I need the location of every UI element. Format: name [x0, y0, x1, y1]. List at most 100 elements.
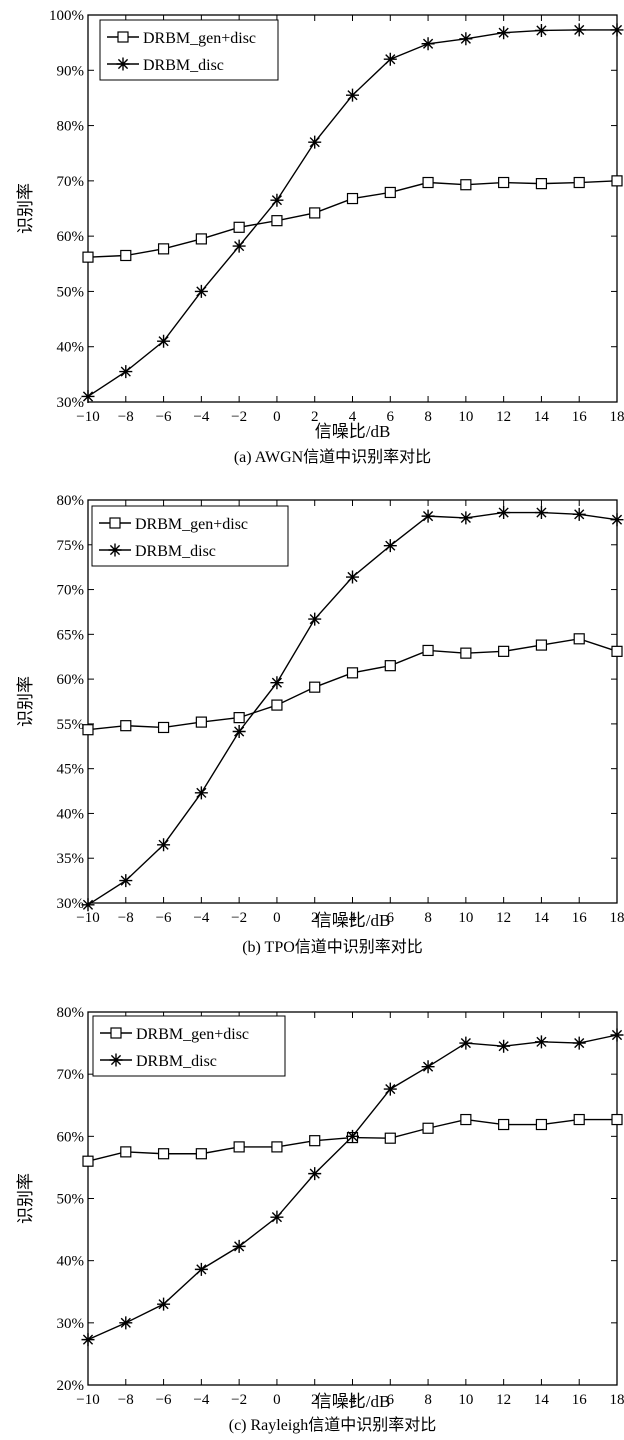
y-tick-label: 50% — [57, 284, 85, 300]
chart-panel-a: −10 −8 −6 −4 −2 0 2 4 6 8 10 12 14 16 18 30% 40% 50% 60% 70… — [16, 8, 624, 466]
data-point-star — [610, 513, 624, 527]
y-tick-label: 80% — [57, 1005, 85, 1021]
data-point-square — [82, 251, 94, 263]
x-axis-label: 信噪比/dB — [315, 422, 391, 441]
data-point-square — [120, 1146, 132, 1158]
legend-label: DRBM_gen+disc — [136, 1026, 249, 1043]
x-tick-label: −4 — [193, 409, 209, 425]
data-point-star — [81, 898, 95, 912]
y-tick-label: 30% — [57, 1316, 85, 1332]
legend-marker-star — [116, 57, 130, 71]
x-tick-label: 14 — [534, 1392, 550, 1408]
data-point-star — [572, 1036, 586, 1050]
data-point-square — [233, 712, 245, 724]
x-tick-label: −8 — [118, 910, 134, 926]
data-point-star — [308, 612, 322, 626]
legend-label: DRBM_disc — [135, 543, 216, 560]
x-tick-label: −2 — [231, 1392, 247, 1408]
data-point-star — [346, 570, 359, 584]
x-tick-label: 4 — [349, 910, 357, 926]
x-tick-label: 2 — [311, 409, 319, 425]
x-tick-label: 18 — [610, 910, 624, 926]
legend: DRBM_gen+disc DRBM_disc — [99, 19, 279, 81]
x-tick-label: −6 — [156, 910, 172, 926]
data-point-star — [497, 506, 511, 520]
data-point-square — [271, 215, 283, 227]
data-point-star — [81, 1333, 95, 1347]
data-point-star — [119, 365, 133, 379]
series-DRBM_gen+disc — [82, 633, 623, 736]
data-point-square — [498, 176, 510, 189]
x-tick-label: 4 — [349, 1392, 357, 1408]
x-tick-label: 8 — [424, 910, 432, 926]
y-axis-label: 识别率 — [16, 183, 35, 234]
y-axis-label: 识别率 — [16, 676, 35, 727]
legend-box — [91, 505, 289, 567]
y-tick-label: 60% — [57, 229, 85, 245]
chart-panel-c: −10 −8 −6 −4 −2 0 2 4 6 8 10 12 14 16 18 20% 30% 40% 50% 60… — [16, 1005, 624, 1434]
data-point-square — [233, 221, 245, 233]
x-tick-label: −4 — [193, 1392, 209, 1408]
data-point-star — [534, 23, 548, 37]
y-tick-label: 100% — [49, 8, 84, 24]
data-point-star — [81, 389, 95, 403]
data-point-star — [270, 676, 284, 690]
x-tick-label: −2 — [231, 910, 247, 926]
figure-caption: (a) AWGN信道中识别率对比 — [234, 448, 431, 466]
data-point-star — [459, 32, 473, 46]
data-point-star — [421, 37, 435, 51]
x-tick-label: 0 — [273, 409, 281, 425]
y-tick-label: 60% — [57, 1129, 85, 1145]
data-point-square — [233, 1141, 245, 1153]
x-tick-label: 14 — [534, 409, 550, 425]
y-tick-label: 45% — [57, 762, 85, 778]
data-point-square — [82, 1155, 94, 1167]
x-tick-label: 16 — [572, 409, 588, 425]
x-tick-label: 4 — [349, 409, 357, 425]
data-point-square — [422, 176, 434, 189]
data-point-square — [195, 1148, 207, 1160]
x-tick-label: 6 — [387, 1392, 395, 1408]
legend-label: DRBM_gen+disc — [143, 30, 256, 47]
data-point-star — [459, 1036, 473, 1050]
data-point-square — [120, 249, 132, 262]
data-point-square — [195, 233, 207, 245]
data-point-square — [460, 647, 472, 659]
data-point-square — [498, 645, 510, 657]
data-point-star — [157, 334, 171, 348]
y-tick-label: 50% — [57, 1192, 85, 1208]
x-tick-label: 12 — [496, 910, 511, 926]
data-point-square — [535, 639, 548, 651]
figure-caption: (b) TPO信道中识别率对比 — [242, 938, 423, 956]
x-tick-label: 10 — [458, 1392, 473, 1408]
data-point-star — [497, 1039, 511, 1053]
y-tick-label: 40% — [57, 1254, 85, 1270]
x-tick-label: 0 — [273, 910, 281, 926]
series-line — [87, 638, 618, 731]
x-tick-label: 6 — [387, 409, 395, 425]
data-point-star — [119, 874, 133, 888]
chart-panel-b: −10 −8 −6 −4 −2 0 2 4 6 8 10 12 14 16 18 30% 35% 40% 45% 55… — [16, 493, 624, 956]
legend-marker-star — [109, 1053, 123, 1067]
legend-marker-square — [117, 31, 129, 43]
data-point-star — [459, 511, 473, 525]
y-tick-label: 65% — [57, 627, 85, 643]
series-DRBM_disc — [81, 1028, 624, 1347]
y-tick-label: 70% — [57, 174, 85, 190]
data-point-square — [384, 1132, 396, 1144]
legend-box — [92, 1015, 286, 1077]
x-tick-label: 10 — [458, 910, 473, 926]
series-line — [87, 1034, 618, 1341]
data-point-square — [309, 681, 321, 693]
y-tick-label: 40% — [57, 806, 85, 822]
series-DRBM_gen+disc — [82, 175, 623, 263]
y-tick-label: 60% — [57, 672, 85, 688]
legend: DRBM_gen+disc DRBM_disc — [92, 1015, 286, 1077]
data-point-star — [421, 1060, 435, 1074]
series-DRBM_disc — [81, 506, 624, 912]
data-point-star — [610, 23, 624, 37]
legend-label: DRBM_disc — [136, 1053, 217, 1070]
y-tick-label: 70% — [57, 583, 85, 599]
data-point-square — [120, 720, 132, 732]
data-point-star — [194, 786, 208, 800]
